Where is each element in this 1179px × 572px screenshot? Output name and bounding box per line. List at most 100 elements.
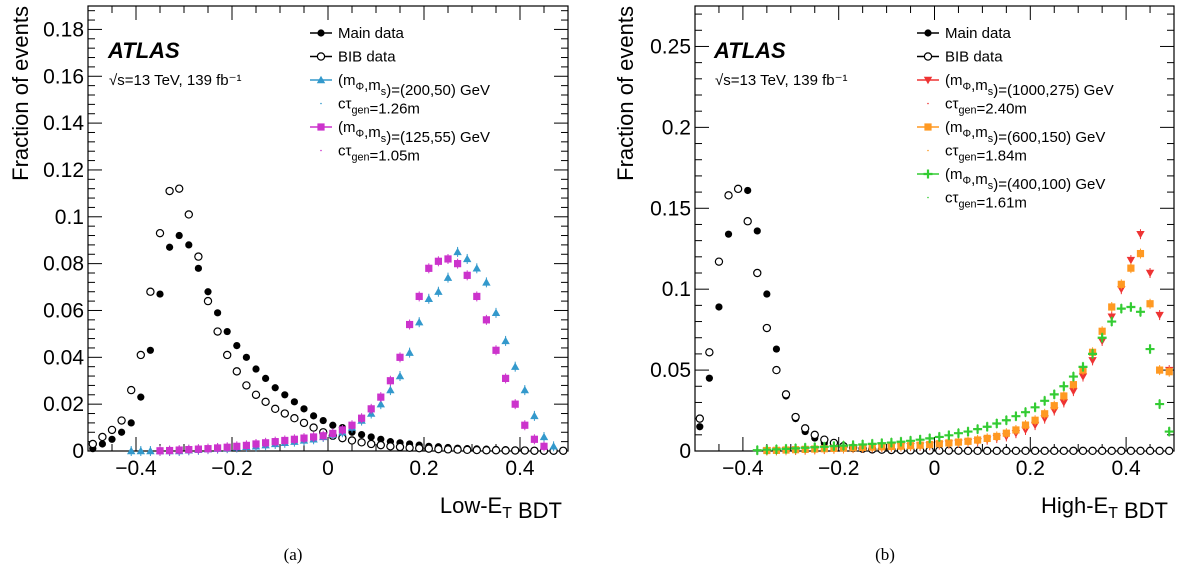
data-point bbox=[1001, 415, 1011, 425]
data-point bbox=[185, 445, 193, 454]
data-point bbox=[184, 210, 193, 219]
data-point bbox=[906, 436, 916, 446]
legend-sublabel: cτgen=1.26m bbox=[338, 96, 420, 118]
data-point bbox=[1088, 357, 1097, 365]
y-tick-label: 0.2 bbox=[662, 116, 691, 139]
legend-label: (mΦ,ms)=(600,150) GeV bbox=[945, 119, 1105, 146]
data-point bbox=[559, 446, 568, 455]
legend-label: (mΦ,ms)=(200,50) GeV bbox=[338, 72, 490, 99]
data-point bbox=[791, 443, 801, 453]
data-point bbox=[724, 230, 733, 238]
x-tick-label: 0.4 bbox=[1111, 457, 1141, 480]
data-point bbox=[261, 397, 270, 407]
x-axis-title: Low-ET BDT bbox=[440, 493, 562, 523]
data-point bbox=[300, 405, 308, 413]
data-point bbox=[1050, 402, 1058, 410]
data-point bbox=[126, 385, 136, 395]
data-point bbox=[520, 446, 530, 455]
data-point bbox=[1155, 311, 1164, 320]
data-point bbox=[251, 390, 261, 399]
data-point bbox=[443, 273, 453, 281]
data-point bbox=[242, 381, 251, 390]
data-point bbox=[233, 442, 241, 450]
experiment-label: ATLAS bbox=[107, 38, 180, 63]
data-point bbox=[395, 442, 405, 452]
data-point bbox=[127, 419, 135, 427]
data-point bbox=[1155, 399, 1165, 409]
data-point bbox=[1164, 427, 1174, 437]
y-tick-label: 0.06 bbox=[43, 299, 84, 322]
data-point bbox=[829, 441, 839, 451]
data-point bbox=[1049, 389, 1059, 399]
data-point bbox=[136, 350, 145, 360]
data-point bbox=[166, 446, 174, 455]
data-point bbox=[252, 365, 260, 373]
legend-marker bbox=[924, 29, 932, 37]
x-tick-label: 0.2 bbox=[1016, 457, 1045, 480]
data-point bbox=[300, 434, 308, 442]
data-point bbox=[107, 425, 117, 435]
legend-label: Main data bbox=[338, 25, 405, 42]
data-point bbox=[540, 442, 548, 450]
data-point bbox=[1126, 446, 1136, 456]
data-point bbox=[290, 398, 298, 406]
data-point bbox=[127, 446, 136, 455]
data-point bbox=[233, 342, 241, 350]
data-point bbox=[705, 374, 713, 382]
energy-lumi-label: √s=13 TeV, 139 fb⁻¹ bbox=[715, 72, 848, 89]
y-tick-label: 0.14 bbox=[43, 112, 84, 135]
data-point bbox=[473, 292, 481, 301]
y-tick-label: 0.18 bbox=[43, 18, 84, 41]
data-point bbox=[137, 393, 145, 401]
series-2 bbox=[762, 229, 1174, 456]
legend-label: (mΦ,ms)=(125,55) GeV bbox=[338, 119, 490, 146]
data-point bbox=[886, 438, 896, 448]
data-point bbox=[395, 371, 405, 380]
legend-dot bbox=[927, 149, 929, 152]
data-point bbox=[175, 446, 183, 454]
data-point bbox=[753, 268, 762, 278]
data-point bbox=[1021, 407, 1031, 417]
data-point bbox=[406, 320, 414, 329]
data-point bbox=[810, 430, 819, 440]
data-point bbox=[945, 439, 953, 447]
data-point bbox=[530, 435, 538, 443]
data-point bbox=[376, 440, 385, 450]
data-point bbox=[424, 294, 433, 302]
data-point bbox=[271, 404, 280, 414]
series-1 bbox=[88, 184, 568, 455]
data-point bbox=[358, 414, 366, 422]
data-point bbox=[1136, 249, 1145, 258]
legend-label: BIB data bbox=[945, 49, 1003, 66]
data-point bbox=[98, 440, 106, 448]
data-point bbox=[386, 442, 395, 451]
data-point bbox=[1030, 446, 1040, 456]
data-point bbox=[98, 432, 107, 442]
data-point bbox=[482, 316, 490, 324]
data-point bbox=[753, 227, 761, 235]
data-point bbox=[877, 438, 887, 448]
data-point bbox=[714, 257, 724, 266]
y-tick-label: 0.08 bbox=[43, 253, 84, 276]
data-point bbox=[772, 365, 781, 375]
data-point bbox=[1031, 416, 1039, 424]
data-point bbox=[377, 435, 385, 443]
data-point bbox=[1040, 396, 1050, 406]
data-point bbox=[1136, 230, 1145, 239]
data-point bbox=[752, 445, 762, 455]
data-point bbox=[925, 433, 935, 443]
data-point bbox=[1041, 410, 1049, 418]
data-point bbox=[367, 405, 375, 413]
x-axis-title: High-ET BDT bbox=[1041, 493, 1168, 523]
data-point bbox=[367, 439, 376, 449]
data-point bbox=[1030, 402, 1040, 412]
data-point bbox=[743, 217, 752, 226]
data-point bbox=[1059, 446, 1069, 456]
data-point bbox=[434, 287, 443, 295]
data-point bbox=[396, 353, 404, 361]
data-point bbox=[992, 418, 1002, 428]
data-point bbox=[1040, 446, 1049, 456]
legend-marker bbox=[923, 52, 933, 61]
data-point bbox=[194, 445, 202, 453]
